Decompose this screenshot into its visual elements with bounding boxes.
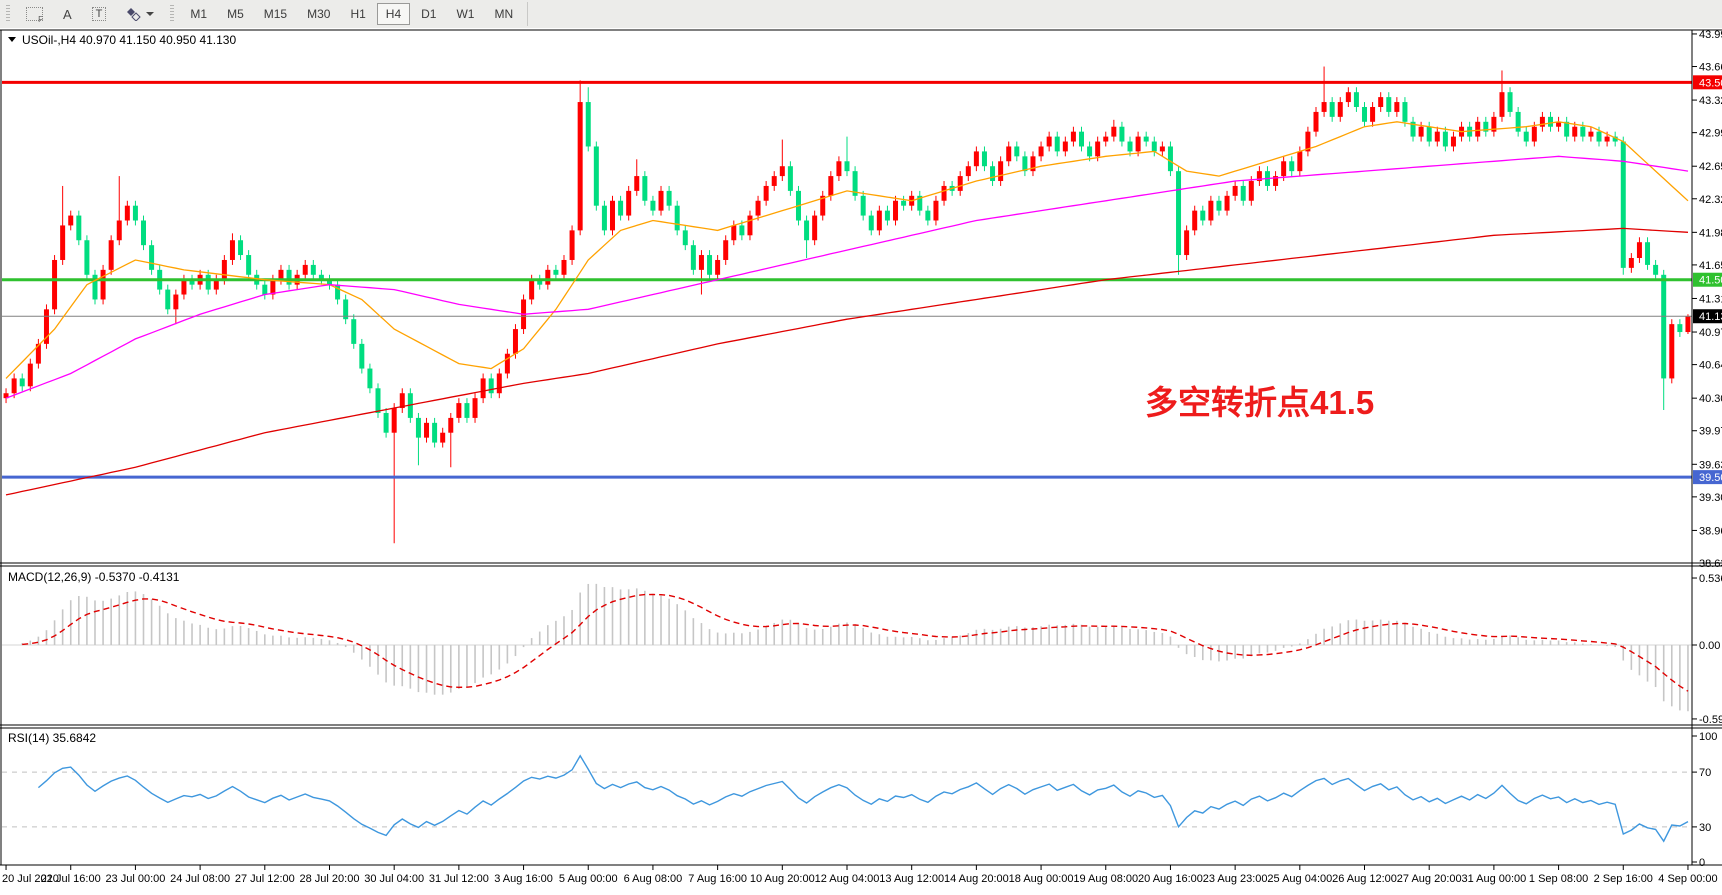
timeframe-h4-button[interactable]: H4 [376, 3, 411, 25]
toolbar: F A T M1 M5 M15 M30 H1 H4 D1 W1 MN [0, 0, 1722, 29]
svg-text:39.500: 39.500 [1699, 472, 1722, 484]
ma-slow [5, 227, 1689, 496]
macd-indicator-label: MACD(12,26,9) -0.5370 -0.4131 [8, 570, 180, 584]
chart-text-annotation[interactable]: 多空转折点41.5 [1145, 384, 1375, 421]
ma-fast [5, 121, 1689, 379]
svg-text:100: 100 [1699, 731, 1717, 743]
ohlc-quote-text: USOil-,H4 40.970 41.150 40.950 41.130 [22, 33, 237, 47]
svg-text:5 Aug 00:00: 5 Aug 00:00 [559, 873, 618, 885]
svg-text:23 Aug 23:00: 23 Aug 23:00 [1203, 873, 1268, 885]
svg-text:10 Aug 20:00: 10 Aug 20:00 [750, 873, 815, 885]
arrow-objects-tool-button[interactable] [117, 3, 163, 25]
chart-canvas[interactable]: 43.990 43.660 43.320 42.990 42.650 42.320 41.9… [0, 28, 1722, 895]
ma-mid [5, 155, 1689, 399]
price-axis: 43.990 43.660 43.320 42.990 42.650 42.320 41.9… [1692, 29, 1722, 570]
svg-text:3 Aug 16:00: 3 Aug 16:00 [494, 873, 553, 885]
svg-text:23 Jul 00:00: 23 Jul 00:00 [105, 873, 165, 885]
svg-text:27 Aug 20:00: 27 Aug 20:00 [1397, 873, 1462, 885]
svg-text:21 Jul 16:00: 21 Jul 16:00 [41, 873, 101, 885]
timeframe-m5-button[interactable]: M5 [218, 3, 253, 25]
price-badge [1693, 309, 1722, 324]
timeframe-w1-button[interactable]: W1 [447, 3, 483, 25]
svg-text:41.650: 41.650 [1699, 260, 1722, 272]
price-badge [1693, 75, 1722, 90]
svg-text:14 Aug 20:00: 14 Aug 20:00 [944, 873, 1009, 885]
svg-text:20 Jul 2020: 20 Jul 2020 [2, 873, 59, 885]
svg-text:38.630: 38.630 [1699, 558, 1722, 570]
svg-text:19 Aug 08:00: 19 Aug 08:00 [1073, 873, 1138, 885]
svg-text:42.320: 42.320 [1699, 194, 1722, 206]
timeframe-m1-button[interactable]: M1 [181, 3, 216, 25]
timeframe-d1-button[interactable]: D1 [412, 3, 445, 25]
rsi-indicator-label: RSI(14) 35.6842 [8, 731, 97, 745]
fibonacci-tool-button[interactable]: F [17, 3, 52, 25]
svg-text:70: 70 [1699, 767, 1711, 779]
svg-text:43.660: 43.660 [1699, 62, 1722, 74]
text-label-icon: A [63, 6, 72, 22]
svg-text:30 Jul 04:00: 30 Jul 04:00 [364, 873, 424, 885]
timeframe-h1-button[interactable]: H1 [341, 3, 374, 25]
macd-histogram [21, 583, 1689, 712]
svg-text:26 Aug 12:00: 26 Aug 12:00 [1332, 873, 1397, 885]
price-badge [1693, 272, 1722, 287]
chart-expander-icon[interactable] [8, 37, 16, 42]
svg-text:41.130: 41.130 [1699, 311, 1722, 323]
text-label-tool-button[interactable]: A [54, 3, 81, 25]
svg-text:43.990: 43.990 [1699, 29, 1722, 41]
svg-text:0.00: 0.00 [1699, 640, 1720, 652]
svg-text:1 Sep 08:00: 1 Sep 08:00 [1529, 873, 1588, 885]
svg-text:-0.5924: -0.5924 [1699, 714, 1722, 726]
svg-text:6 Aug 08:00: 6 Aug 08:00 [624, 873, 683, 885]
svg-text:42.650: 42.650 [1699, 161, 1722, 173]
svg-text:42.990: 42.990 [1699, 128, 1722, 140]
candlesticks [3, 66, 1691, 544]
rsi-line [37, 754, 1689, 843]
svg-text:41.500: 41.500 [1699, 275, 1722, 287]
macd-signal-line [22, 593, 1689, 692]
svg-text:12 Aug 04:00: 12 Aug 04:00 [815, 873, 880, 885]
svg-text:25 Aug 04:00: 25 Aug 04:00 [1267, 873, 1332, 885]
timeframe-mn-button[interactable]: MN [485, 3, 522, 25]
svg-text:18 Aug 00:00: 18 Aug 00:00 [1009, 873, 1074, 885]
svg-text:43.320: 43.320 [1699, 95, 1722, 107]
svg-text:4 Sep 00:00: 4 Sep 00:00 [1658, 873, 1717, 885]
svg-text:24 Jul 08:00: 24 Jul 08:00 [170, 873, 230, 885]
svg-text:39.300: 39.300 [1699, 492, 1722, 504]
timeframe-m30-button[interactable]: M30 [298, 3, 339, 25]
svg-text:40.300: 40.300 [1699, 393, 1722, 405]
text-box-tool-button[interactable]: T [83, 3, 116, 25]
svg-text:40.970: 40.970 [1699, 327, 1722, 339]
timeframe-m15-button[interactable]: M15 [255, 3, 296, 25]
svg-text:0: 0 [1699, 857, 1705, 869]
fibonacci-grid-icon: F [26, 7, 43, 24]
svg-text:27 Jul 12:00: 27 Jul 12:00 [235, 873, 295, 885]
svg-text:43.500: 43.500 [1699, 77, 1722, 89]
toolbar-grip-handle[interactable] [6, 5, 10, 23]
svg-text:0.5367: 0.5367 [1699, 573, 1722, 585]
svg-text:39.630: 39.630 [1699, 459, 1722, 471]
svg-text:31 Aug 00:00: 31 Aug 00:00 [1461, 873, 1526, 885]
dropdown-caret-icon [146, 12, 155, 16]
svg-text:28 Jul 20:00: 28 Jul 20:00 [300, 873, 360, 885]
svg-text:39.970: 39.970 [1699, 426, 1722, 438]
chart-symbol-header: USOil-,H4 40.970 41.150 40.950 41.130 [8, 33, 237, 47]
svg-text:30: 30 [1699, 822, 1711, 834]
toolbar-grip-handle[interactable] [170, 5, 175, 23]
arrows-icon [127, 8, 142, 21]
svg-text:13 Aug 12:00: 13 Aug 12:00 [879, 873, 944, 885]
text-box-icon: T [91, 7, 107, 21]
svg-text:41.980: 41.980 [1699, 227, 1722, 239]
price-badge [1693, 470, 1722, 485]
svg-text:41.310: 41.310 [1699, 293, 1722, 305]
horizontal-level-lines [2, 80, 1692, 479]
toolbar-separator [527, 2, 529, 26]
svg-text:7 Aug 16:00: 7 Aug 16:00 [688, 873, 747, 885]
svg-text:31 Jul 12:00: 31 Jul 12:00 [429, 873, 489, 885]
svg-text:20 Aug 16:00: 20 Aug 16:00 [1138, 873, 1203, 885]
svg-text:2 Sep 16:00: 2 Sep 16:00 [1594, 873, 1653, 885]
svg-text:38.960: 38.960 [1699, 525, 1722, 537]
svg-text:40.640: 40.640 [1699, 360, 1722, 372]
